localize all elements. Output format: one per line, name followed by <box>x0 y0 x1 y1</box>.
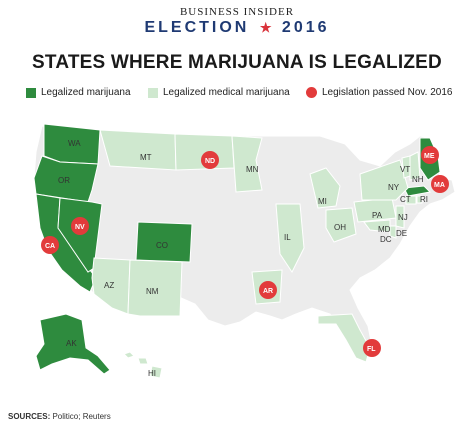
state-ny <box>359 159 409 201</box>
marker-nd-label: ND <box>205 158 215 165</box>
label-nm: NM <box>146 287 159 296</box>
state-oh <box>325 207 357 243</box>
marker-me-label: ME <box>424 153 435 160</box>
state-nm <box>127 259 183 317</box>
state-de <box>389 225 397 239</box>
marker-ma-label: MA <box>434 182 445 189</box>
state-hi <box>123 351 163 379</box>
header: BUSINESS INSIDER ELECTION ★ 2016 <box>0 0 474 44</box>
state-il <box>275 203 305 273</box>
label-az: AZ <box>104 281 114 290</box>
state-mt <box>99 129 177 171</box>
sources-label: SOURCES: <box>8 412 51 421</box>
state-fl <box>317 313 371 363</box>
medical-swatch <box>148 87 158 98</box>
label-ri: RI <box>420 195 428 204</box>
star-icon: ★ <box>259 20 272 35</box>
marker-ar: AR <box>259 281 277 299</box>
state-mi <box>309 167 341 209</box>
recreational-swatch <box>26 87 36 98</box>
label-ct: CT <box>400 195 411 204</box>
marker-me: ME <box>421 146 439 164</box>
label-md: MD <box>378 225 391 234</box>
state-co <box>135 221 193 263</box>
label-wa: WA <box>68 139 81 148</box>
marker-ma: MA <box>431 175 449 193</box>
election-word: ELECTION <box>144 19 250 36</box>
state-nj <box>395 205 405 229</box>
label-mi: MI <box>318 197 327 206</box>
label-pa: PA <box>372 211 383 220</box>
passed-marker-swatch <box>306 87 317 98</box>
marker-nd: ND <box>201 151 219 169</box>
state-ri <box>416 195 423 204</box>
sources-note: SOURCES: Politico; Reuters <box>8 412 111 421</box>
us-map: WA OR MT MN CO AZ NM IL MI OH PA NY VT N… <box>33 123 456 379</box>
marker-ar-label: AR <box>263 288 273 295</box>
label-nj: NJ <box>398 213 408 222</box>
label-co: CO <box>156 241 168 250</box>
legend-passed: Legislation passed Nov. 2016 <box>306 87 452 98</box>
marker-nv-label: NV <box>75 224 85 231</box>
brand-name: BUSINESS INSIDER <box>179 6 295 18</box>
state-ak <box>35 313 111 375</box>
label-il: IL <box>284 233 291 242</box>
label-ak: AK <box>66 339 77 348</box>
state-md <box>363 219 391 233</box>
label-mn: MN <box>246 165 259 174</box>
election-2016-banner: ELECTION ★ 2016 <box>0 19 474 37</box>
label-dc: DC <box>380 235 392 244</box>
legend-recreational-label: Legalized marijuana <box>41 87 131 98</box>
state-ct <box>405 195 417 205</box>
marker-nv: NV <box>71 217 89 235</box>
sources-text: Politico; Reuters <box>52 412 111 421</box>
state-ma <box>403 185 432 197</box>
page-title: STATES WHERE MARIJUANA IS LEGALIZED <box>32 52 442 73</box>
label-vt: VT <box>400 165 410 174</box>
marker-ca-label: CA <box>45 243 55 250</box>
state-mn <box>231 135 263 193</box>
label-nh: NH <box>412 175 424 184</box>
label-hi: HI <box>148 369 156 378</box>
legend: Legalized marijuana Legalized medical ma… <box>20 87 460 105</box>
state-nh <box>409 151 421 181</box>
state-or <box>33 155 99 203</box>
legend-medical: Legalized medical marijuana <box>148 87 290 98</box>
label-mt: MT <box>140 153 152 162</box>
marker-fl: FL <box>363 339 381 357</box>
marker-fl-label: FL <box>367 346 376 353</box>
label-or: OR <box>58 176 70 185</box>
label-de: DE <box>396 229 407 238</box>
label-oh: OH <box>334 223 346 232</box>
legend-medical-label: Legalized medical marijuana <box>163 87 290 98</box>
legend-passed-label: Legislation passed Nov. 2016 <box>322 87 453 98</box>
marker-ca: CA <box>41 236 59 254</box>
label-ny: NY <box>388 183 400 192</box>
election-year: 2016 <box>281 19 330 36</box>
legend-recreational: Legalized marijuana <box>26 87 131 98</box>
